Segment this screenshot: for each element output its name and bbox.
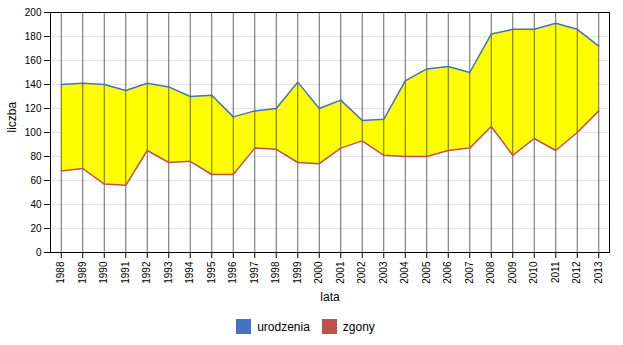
svg-text:1993: 1993 <box>163 261 174 284</box>
svg-text:2003: 2003 <box>378 261 389 284</box>
svg-text:2001: 2001 <box>335 261 346 284</box>
svg-text:200: 200 <box>25 7 42 18</box>
svg-text:1989: 1989 <box>77 261 88 284</box>
svg-text:1991: 1991 <box>120 261 131 284</box>
svg-text:180: 180 <box>25 31 42 42</box>
svg-text:2011: 2011 <box>550 261 561 283</box>
svg-text:2008: 2008 <box>485 261 496 284</box>
svg-text:1998: 1998 <box>270 261 281 284</box>
svg-text:60: 60 <box>30 175 42 186</box>
svg-text:100: 100 <box>25 127 42 138</box>
svg-text:lata: lata <box>320 290 340 304</box>
html-text:zgony: zgony <box>342 319 375 334</box>
html-text:urodzenia: urodzenia <box>257 319 310 334</box>
svg-text:2013: 2013 <box>593 261 604 284</box>
svg-text:2009: 2009 <box>507 261 518 284</box>
svg-text:120: 120 <box>25 103 42 114</box>
svg-text:1990: 1990 <box>98 261 109 284</box>
svg-text:1992: 1992 <box>141 261 152 284</box>
svg-text:2000: 2000 <box>313 261 324 284</box>
svg-text:2006: 2006 <box>442 261 453 284</box>
svg-text:2005: 2005 <box>421 261 432 284</box>
svg-text:1995: 1995 <box>206 261 217 284</box>
svg-text:2010: 2010 <box>528 261 539 284</box>
svg-text:1999: 1999 <box>292 261 303 284</box>
svg-text:1988: 1988 <box>55 261 66 284</box>
svg-text:40: 40 <box>30 199 42 210</box>
svg-text:160: 160 <box>25 55 42 66</box>
svg-text:20: 20 <box>30 223 42 234</box>
svg-text:1996: 1996 <box>227 261 238 284</box>
svg-text:1997: 1997 <box>249 261 260 284</box>
svg-text:0: 0 <box>36 247 42 258</box>
svg-text:80: 80 <box>30 151 42 162</box>
svg-text:2004: 2004 <box>399 261 410 284</box>
svg-text:2002: 2002 <box>356 261 367 284</box>
svg-text:140: 140 <box>25 79 42 90</box>
svg-text:2012: 2012 <box>571 261 582 284</box>
svg-text:liczba: liczba <box>5 101 19 132</box>
svg-text:1994: 1994 <box>184 261 195 284</box>
svg-text:2007: 2007 <box>464 261 475 284</box>
